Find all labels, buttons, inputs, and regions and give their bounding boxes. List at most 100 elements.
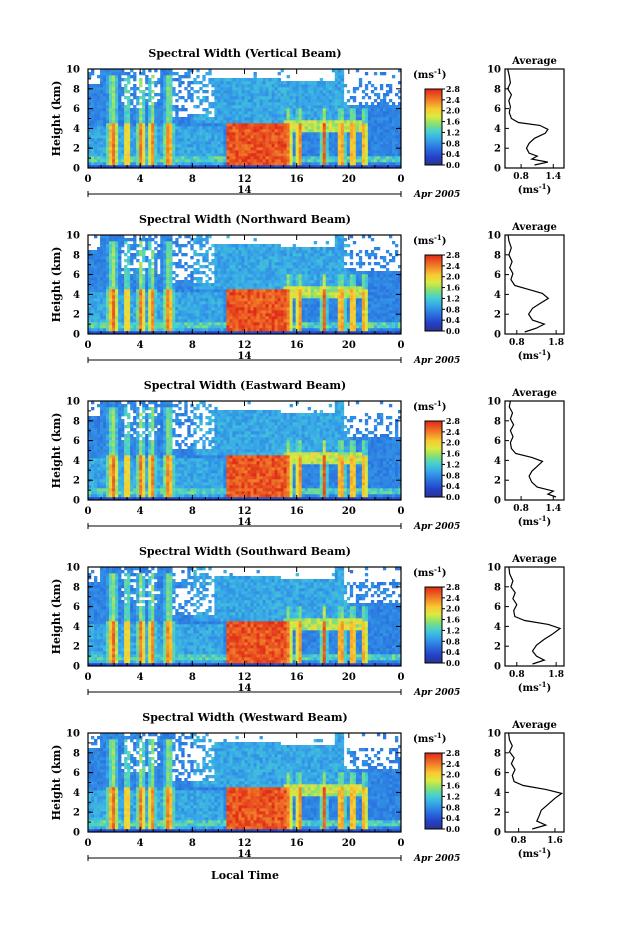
heatmap-cell [247, 277, 251, 281]
heatmap-cell [124, 301, 128, 305]
heatmap-cell [121, 289, 125, 293]
heatmap-cell [115, 120, 119, 124]
heatmap-cell [376, 150, 381, 154]
heatmap-cell [154, 274, 158, 278]
heatmap-cell [274, 153, 278, 157]
heatmap-cell [313, 147, 318, 151]
heatmap-cell [127, 96, 131, 100]
heatmap-cell [286, 262, 290, 266]
heatmap-cell [247, 301, 251, 305]
heatmap-cell [127, 165, 131, 169]
heatmap-cell [379, 147, 384, 151]
heatmap-cell [232, 90, 236, 94]
heatmap-cell [157, 289, 161, 293]
heatmap-cell [334, 81, 339, 85]
heatmap-cell [145, 156, 149, 160]
heatmap-cell [205, 289, 209, 293]
heatmap-cell [181, 120, 185, 124]
heatmap-cell [205, 129, 209, 133]
heatmap-cell [247, 298, 251, 302]
heatmap-cell [199, 316, 203, 320]
heatmap-cell [301, 132, 305, 136]
heatmap-cell [280, 102, 284, 106]
heatmap-cell [184, 156, 188, 160]
heatmap-cell [133, 162, 137, 166]
heatmap-cell [229, 159, 233, 163]
heatmap-cell [343, 165, 348, 169]
heatmap-cell [112, 265, 116, 269]
heatmap-cell [106, 244, 110, 248]
heatmap-cell [118, 117, 122, 121]
heatmap-cell [187, 153, 191, 157]
heatmap-cell [244, 114, 248, 118]
heatmap-cell [91, 120, 95, 124]
heatmap-cell [397, 144, 402, 148]
heatmap-cell [340, 111, 345, 115]
heatmap-cell [313, 114, 318, 118]
heatmap-cell [316, 153, 321, 157]
heatmap-cell [121, 90, 125, 94]
heatmap-cell [319, 111, 324, 115]
heatmap-cell [157, 123, 161, 127]
heatmap-cell [214, 84, 218, 88]
heatmap-cell [124, 138, 128, 142]
heatmap-cell [94, 120, 98, 124]
heatmap-cell [157, 135, 161, 139]
heatmap-cell [295, 159, 299, 163]
heatmap-cell [121, 313, 125, 317]
heatmap-cell [124, 316, 128, 320]
heatmap-cell [229, 283, 233, 287]
heatmap-cell [223, 108, 227, 112]
heatmap-cell [295, 90, 299, 94]
heatmap-cell [109, 292, 113, 296]
heatmap-cell [358, 111, 363, 115]
heatmap-cell [337, 111, 342, 115]
heatmap-cell [256, 295, 260, 299]
heatmap-cell [274, 111, 278, 115]
heatmap-cell [205, 72, 209, 76]
heatmap-cell [121, 316, 125, 320]
heatmap-cell [397, 96, 402, 100]
heatmap-cell [178, 247, 182, 251]
heatmap-cell [166, 99, 170, 103]
heatmap-cell [109, 78, 113, 82]
heatmap-cell [154, 328, 158, 332]
heatmap-cell [259, 328, 263, 332]
heatmap-cell [217, 102, 221, 106]
heatmap-cell [322, 102, 327, 106]
heatmap-cell [304, 129, 308, 133]
heatmap-cell [124, 283, 128, 287]
heatmap-cell [238, 159, 242, 163]
heatmap-cell [226, 262, 230, 266]
heatmap-cell [256, 159, 260, 163]
heatmap-cell [253, 295, 257, 299]
heatmap-cell [220, 90, 224, 94]
heatmap-cell [244, 165, 248, 169]
heatmap-cell [109, 156, 113, 160]
heatmap-cell [226, 289, 230, 293]
heatmap-cell [88, 292, 92, 296]
heatmap-cell [205, 259, 209, 263]
heatmap-cell [283, 165, 287, 169]
heatmap-cell [166, 165, 170, 169]
heatmap-cell [112, 150, 116, 154]
heatmap-cell [220, 325, 224, 329]
heatmap-cell [91, 72, 95, 76]
heatmap-cell [115, 156, 119, 160]
heatmap-cell [193, 144, 197, 148]
heatmap-cell [148, 93, 152, 97]
heatmap-cell [214, 313, 218, 317]
heatmap-cell [202, 289, 206, 293]
heatmap-cell [175, 114, 179, 118]
heatmap-cell [280, 105, 284, 109]
heatmap-cell [235, 247, 239, 251]
heatmap-cell [166, 259, 170, 263]
heatmap-cell [154, 319, 158, 323]
heatmap-cell [259, 81, 263, 85]
heatmap-cell [160, 132, 164, 136]
heatmap-cell [181, 162, 185, 166]
heatmap-cell [211, 117, 215, 121]
heatmap-cell [367, 117, 372, 121]
heatmap-cell [97, 247, 101, 251]
heatmap-cell [391, 141, 396, 145]
